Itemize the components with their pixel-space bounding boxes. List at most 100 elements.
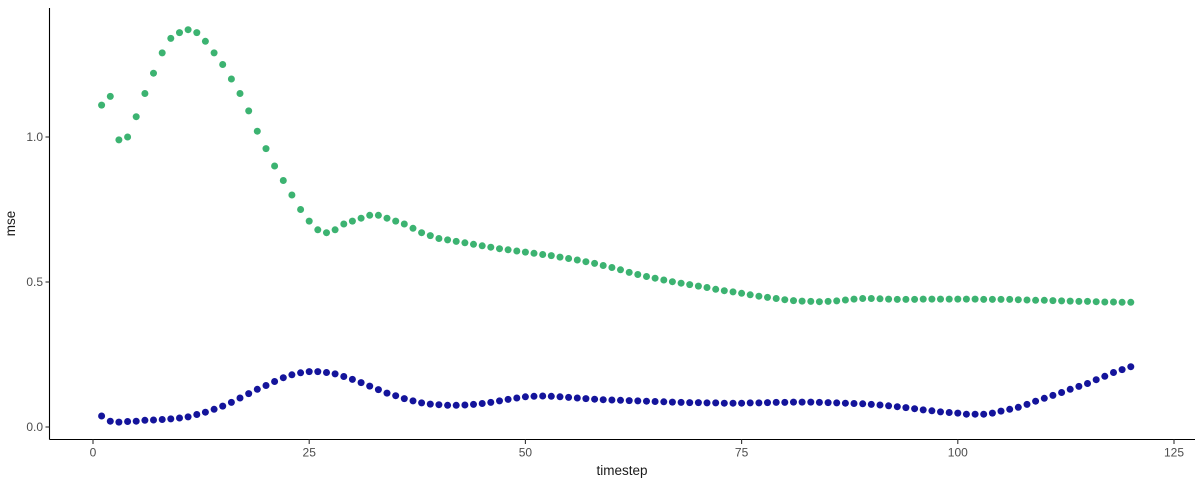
data-point (496, 245, 503, 253)
data-point (1101, 298, 1109, 306)
data-point (521, 248, 529, 256)
data-point (660, 398, 668, 406)
y-tick-label: 0.5 (26, 275, 43, 289)
data-point (755, 292, 763, 300)
x-tick-label: 25 (303, 446, 317, 460)
data-point (746, 291, 754, 299)
data-point (729, 288, 737, 296)
data-point (1075, 382, 1083, 390)
data-point (686, 281, 694, 289)
data-point (435, 235, 443, 242)
data-point (850, 295, 858, 303)
data-point (988, 409, 996, 417)
data-point (876, 401, 884, 409)
data-point (625, 397, 633, 405)
data-point (141, 416, 149, 424)
data-point (720, 399, 728, 407)
data-point (314, 368, 322, 376)
data-point (850, 400, 858, 407)
data-point (833, 399, 841, 407)
data-point (876, 295, 884, 303)
data-point (435, 401, 443, 409)
data-point (323, 229, 330, 237)
data-point (608, 396, 616, 404)
data-point (392, 392, 400, 400)
data-point (1014, 403, 1022, 411)
data-point (236, 90, 244, 97)
data-point (1066, 297, 1074, 305)
data-point (219, 61, 227, 68)
x-tick-label: 75 (735, 446, 749, 460)
data-point (106, 92, 114, 100)
data-point (617, 396, 624, 404)
data-point (150, 416, 157, 424)
data-point (409, 397, 417, 405)
data-point (331, 226, 339, 234)
data-point (677, 398, 685, 406)
data-point (227, 75, 235, 83)
data-point (124, 418, 132, 425)
data-point (738, 289, 746, 297)
data-point (452, 401, 460, 409)
data-point (1127, 363, 1135, 371)
data-point (738, 399, 746, 407)
data-point (833, 297, 841, 305)
data-point (201, 37, 209, 45)
data-point (521, 393, 529, 401)
data-point (1040, 296, 1048, 304)
data-point (720, 287, 728, 295)
data-point (1058, 297, 1066, 305)
data-point (392, 217, 400, 225)
data-point (106, 417, 114, 425)
data-point (288, 371, 296, 379)
data-point (928, 407, 936, 415)
data-point (539, 251, 547, 258)
data-point (98, 412, 106, 420)
data-point (599, 396, 607, 404)
data-point (1092, 376, 1100, 384)
data-point (591, 395, 599, 403)
x-axis-ticks: 0 25 50 75 100 125 (90, 439, 1184, 460)
data-point (893, 403, 901, 411)
data-point (150, 69, 157, 77)
data-point (530, 392, 538, 400)
data-point (591, 259, 599, 267)
data-point (305, 368, 313, 376)
data-point (383, 214, 391, 222)
x-tick-label: 0 (90, 446, 97, 460)
data-point (565, 255, 573, 262)
data-point (729, 399, 737, 407)
data-point (366, 382, 374, 390)
data-point (1049, 297, 1057, 305)
data-point (703, 399, 711, 407)
data-point (988, 295, 996, 303)
data-point (539, 392, 547, 400)
data-point (487, 398, 495, 406)
data-point (115, 136, 123, 144)
data-point (1058, 389, 1066, 396)
data-point (668, 278, 676, 286)
data-point (219, 402, 227, 410)
data-point (997, 407, 1005, 415)
data-point (945, 295, 953, 303)
data-point (461, 239, 469, 247)
data-point (703, 284, 711, 291)
data-point (677, 279, 685, 287)
data-point (980, 410, 988, 418)
data-point (937, 295, 944, 303)
data-point (1066, 385, 1074, 393)
data-point (470, 240, 477, 248)
data-point (478, 242, 486, 250)
data-point (815, 398, 823, 406)
data-point (167, 415, 175, 423)
data-point (962, 295, 970, 303)
data-point (824, 297, 832, 305)
data-point (807, 297, 815, 305)
data-point (513, 394, 521, 402)
data-point (867, 400, 875, 408)
data-point (253, 127, 261, 135)
data-point (262, 382, 270, 389)
x-tick-label: 50 (519, 446, 533, 460)
data-point (1084, 380, 1091, 387)
